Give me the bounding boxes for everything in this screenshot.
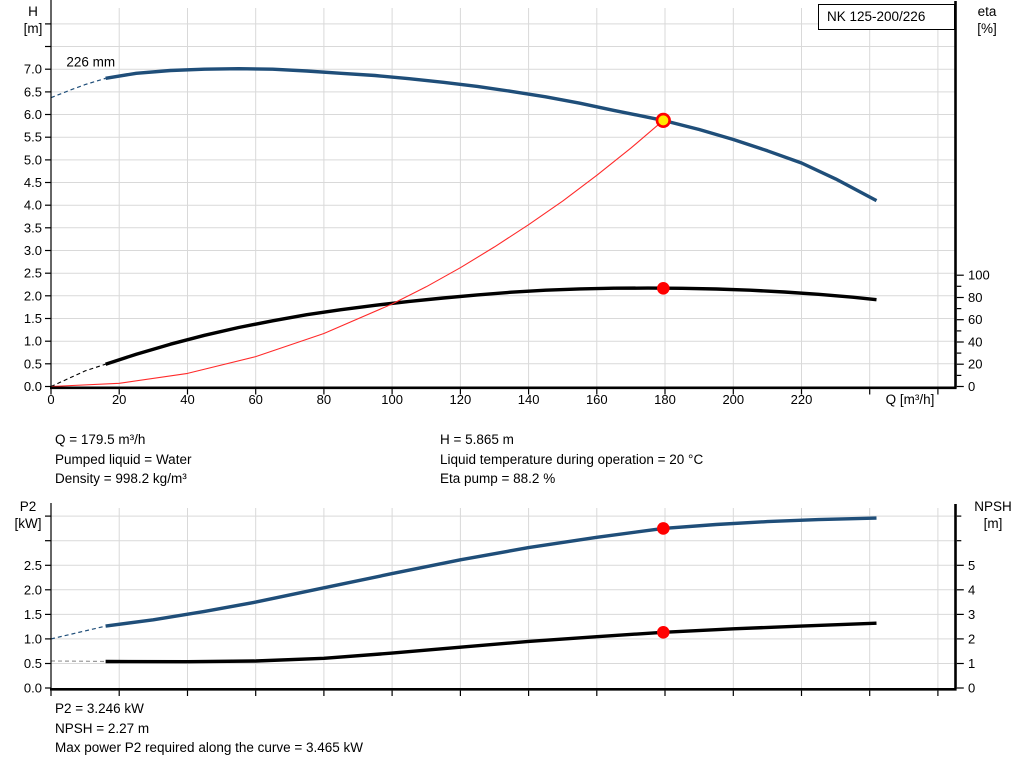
left-tick-label: 0.0	[24, 379, 42, 394]
left-tick-label: 2.5	[24, 266, 42, 281]
x-tick-label: 140	[518, 392, 540, 407]
system-curve	[50, 119, 664, 388]
eta-axis-title: eta [%]	[966, 3, 1008, 37]
eta-curve-dashed	[50, 363, 106, 388]
info-p2: P2 = 3.246 kW	[55, 701, 144, 716]
info-npsh: NPSH = 2.27 m	[55, 720, 150, 736]
duty-point-marker	[655, 112, 671, 128]
right-tick-label: 40	[968, 335, 982, 350]
eta-axis-title-line2: [%]	[977, 21, 997, 36]
npsh-axis-title-line2: [m]	[983, 516, 1003, 531]
impeller-diameter-label: 226 mm	[66, 54, 115, 69]
left-tick-label: 1.5	[24, 607, 42, 622]
x-tick-label: 200	[722, 392, 744, 407]
power-info-column: P2 = 3.246 kW NPSH = 2.27 m Max power P2…	[55, 699, 363, 758]
p2-point-marker	[657, 522, 670, 535]
left-tick-label: 1.0	[24, 334, 42, 349]
left-tick-label: 5.0	[24, 152, 42, 167]
eta-point-marker	[657, 282, 670, 295]
p2-axis-title: P2 [kW]	[7, 498, 49, 532]
pump-model-box: NK 125-200/226	[818, 4, 955, 30]
p2_npsh-chart-group: 0.0 0.5 1.0 1.5 2.0 2.5 0 1 2 3 4 5	[24, 503, 975, 696]
left-tick-label: 7.0	[24, 62, 42, 77]
left-tick-label: 6.0	[24, 107, 42, 122]
h-axis-title: H [m]	[13, 3, 53, 37]
npsh-curve-dashed	[50, 660, 106, 663]
right-tick-label: 0	[968, 681, 975, 696]
h_q-chart-group: 0 20 40 60 80 100 120 140 160 180 200 220 Q [m³/h]0.…	[24, 0, 990, 407]
left-tick-label: 1.0	[24, 631, 42, 646]
info-pumped-liquid: Pumped liquid = Water	[55, 451, 192, 467]
x-tick-label: 100	[381, 392, 403, 407]
x-tick-label: 20	[112, 392, 126, 407]
eta-axis-title-line1: eta	[977, 4, 997, 19]
x-tick-label: 220	[791, 392, 813, 407]
x-tick-label: 160	[586, 392, 608, 407]
duty-info-left-column: Q = 179.5 m³/h Pumped liquid = Water Den…	[55, 430, 191, 489]
info-max-power: Max power P2 required along the curve = …	[55, 740, 364, 755]
p2-curve	[105, 516, 877, 628]
head-curve	[105, 66, 878, 203]
x-tick-label: 180	[654, 392, 676, 407]
left-tick-label: 0.5	[24, 356, 42, 371]
x-tick-label: 60	[248, 392, 262, 407]
left-tick-label: 2.0	[24, 582, 42, 597]
left-tick-label: 6.5	[24, 84, 42, 99]
npsh-curve	[105, 621, 877, 664]
left-tick-label: 3.5	[24, 220, 42, 235]
head-curve-dashed	[50, 77, 106, 99]
right-tick-label: 0	[968, 379, 975, 394]
left-tick-label: 2.0	[24, 288, 42, 303]
left-tick-label: 4.5	[24, 175, 42, 190]
right-tick-label: 2	[968, 631, 975, 646]
right-tick-label: 5	[968, 558, 975, 573]
info-q: Q = 179.5 m³/h	[55, 432, 146, 447]
pump-model-label: NK 125-200/226	[827, 9, 926, 24]
right-tick-label: 60	[968, 312, 982, 327]
left-tick-label: 5.5	[24, 130, 42, 145]
right-tick-label: 4	[968, 582, 975, 597]
left-tick-label: 0.0	[24, 681, 42, 696]
x-tick-label: 40	[180, 392, 194, 407]
left-tick-label: 4.0	[24, 198, 42, 213]
p2-axis-title-line2: [kW]	[14, 516, 42, 531]
left-tick-label: 0.5	[24, 656, 42, 671]
info-density: Density = 998.2 kg/m³	[55, 471, 187, 486]
right-tick-label: 1	[968, 656, 975, 671]
duty-info-right-column: H = 5.865 m Liquid temperature during op…	[440, 430, 703, 489]
right-tick-label: 3	[968, 607, 975, 622]
x-tick-label: 120	[450, 392, 472, 407]
h-axis-title-line1: H	[28, 4, 38, 19]
right-tick-label: 80	[968, 290, 982, 305]
info-eta-pump: Eta pump = 88.2 %	[440, 471, 556, 486]
npsh-axis-title: NPSH [m]	[965, 498, 1021, 532]
x-axis-unit-label: Q [m³/h]	[886, 392, 935, 407]
eta-curve	[105, 286, 877, 366]
p2-curve-dashed	[50, 625, 106, 640]
npsh-point-marker	[657, 626, 670, 639]
x-tick-label: 80	[317, 392, 331, 407]
x-tick-label: 0	[47, 392, 54, 407]
info-h: H = 5.865 m	[440, 432, 514, 447]
h-axis-title-line2: [m]	[23, 21, 43, 36]
left-tick-label: 2.5	[24, 558, 42, 573]
info-liquid-temperature: Liquid temperature during operation = 20…	[440, 451, 704, 467]
p2-axis-title-line1: P2	[19, 499, 37, 514]
right-tick-label: 20	[968, 357, 982, 372]
npsh-axis-title-line1: NPSH	[974, 499, 1012, 514]
left-tick-label: 1.5	[24, 311, 42, 326]
right-tick-label: 100	[968, 268, 990, 283]
left-tick-label: 3.0	[24, 243, 42, 258]
